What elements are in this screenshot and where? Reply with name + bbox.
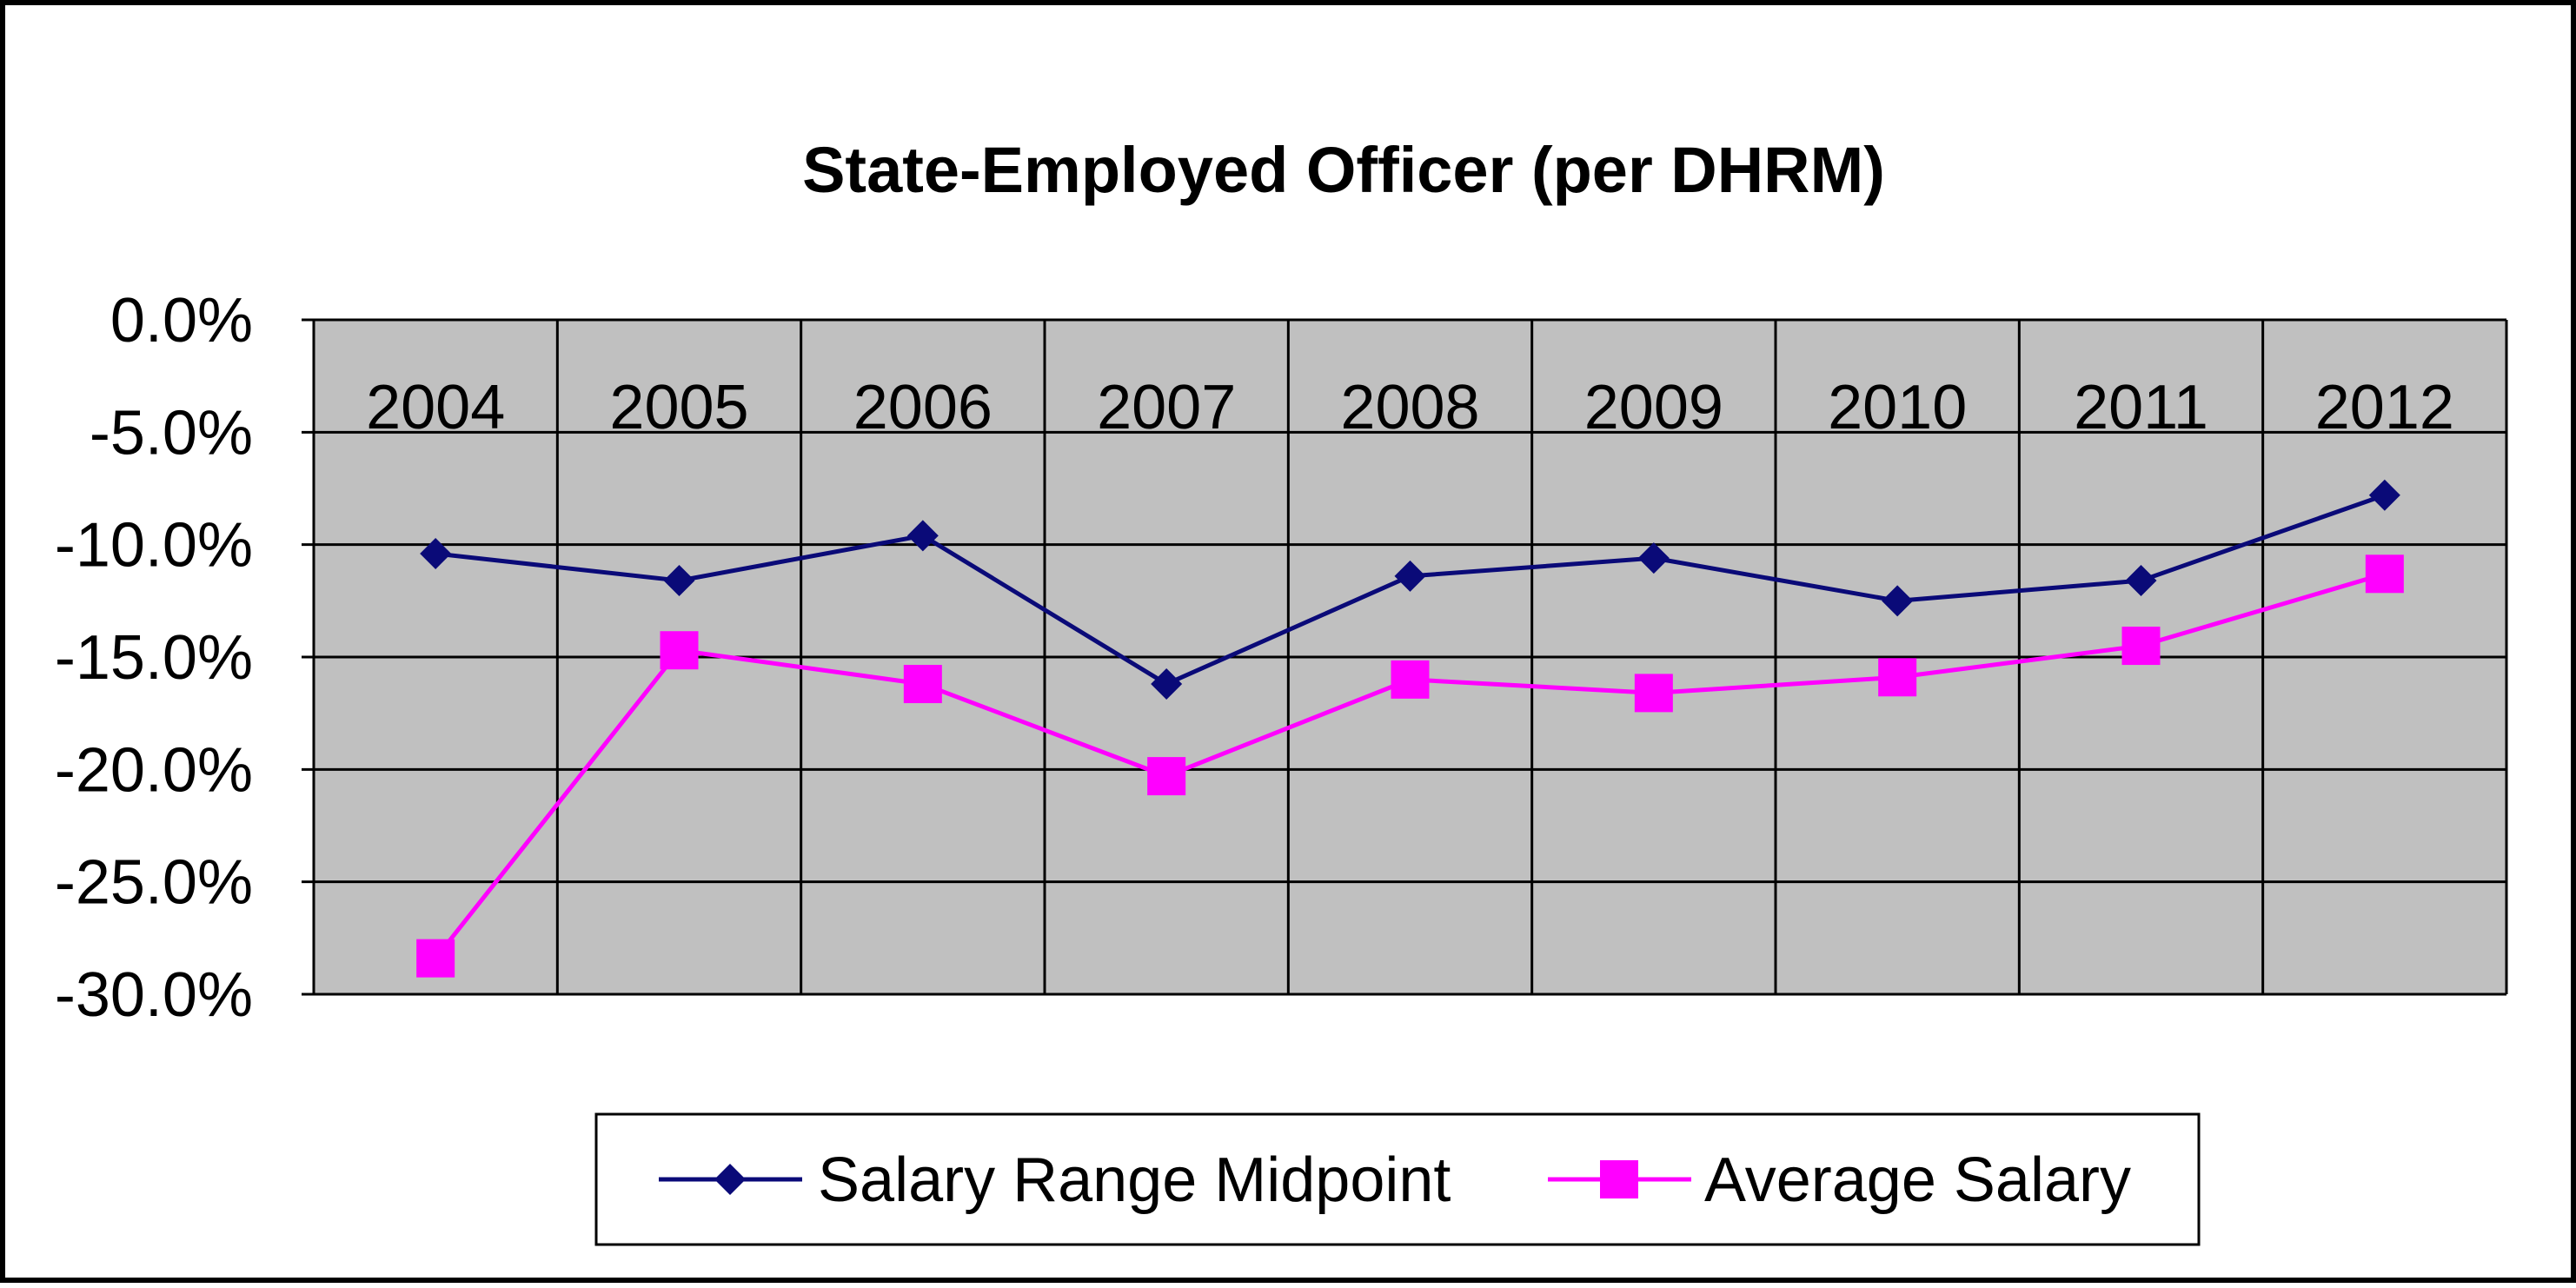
data-point xyxy=(416,939,455,978)
y-tick-label: -10.0% xyxy=(55,511,253,581)
legend-label: Salary Range Midpoint xyxy=(818,1145,1451,1215)
legend-box xyxy=(594,1112,2201,1246)
data-point xyxy=(2121,627,2161,666)
y-tick-label: -15.0% xyxy=(55,623,253,693)
data-point xyxy=(2125,565,2157,597)
data-point xyxy=(1637,542,1670,574)
y-tick-label: -20.0% xyxy=(55,735,253,805)
line-chart: State-Employed Officer (per DHRM) 0.0% -5… xyxy=(55,134,2508,1246)
legend-label: Average Salary xyxy=(1704,1145,2131,1215)
chart-title: State-Employed Officer (per DHRM) xyxy=(802,134,1885,206)
data-point xyxy=(1878,658,1917,697)
data-point xyxy=(1634,674,1673,713)
x-tick-label: 2008 xyxy=(1340,373,1479,442)
legend-swatch-marker xyxy=(1600,1160,1638,1198)
data-point xyxy=(1147,757,1186,796)
data-point xyxy=(2365,554,2404,594)
legend-swatch-marker xyxy=(714,1164,746,1195)
x-tick-label: 2012 xyxy=(2315,373,2454,442)
x-tick-label: 2011 xyxy=(2074,373,2208,442)
data-point xyxy=(663,565,695,597)
x-tick-label: 2005 xyxy=(609,373,748,442)
x-tick-label: 2007 xyxy=(1097,373,1236,442)
legend: Salary Range Midpoint Average Salary xyxy=(594,1112,2201,1246)
data-point xyxy=(1394,560,1426,592)
y-tick-label: 0.0% xyxy=(110,286,253,355)
data-point xyxy=(1882,585,1914,617)
y-tick-label: -25.0% xyxy=(55,848,253,918)
data-point xyxy=(1391,660,1430,699)
data-point xyxy=(1151,668,1183,700)
x-tick-label: 2010 xyxy=(1828,373,1967,442)
x-tick-label: 2004 xyxy=(366,373,505,442)
y-tick-label: -5.0% xyxy=(90,398,253,468)
data-point xyxy=(2368,479,2400,511)
data-point xyxy=(906,520,939,552)
data-point xyxy=(903,665,942,704)
y-tick-label: -30.0% xyxy=(55,960,253,1030)
x-tick-label: 2006 xyxy=(853,373,993,442)
x-tick-label: 2009 xyxy=(1584,373,1723,442)
data-point xyxy=(420,538,452,570)
data-point xyxy=(660,631,699,670)
plot-area: 0.0% -5.0% -10.0% -15.0% -20.0% -25.0% -30.0% 2… xyxy=(55,286,2508,1030)
